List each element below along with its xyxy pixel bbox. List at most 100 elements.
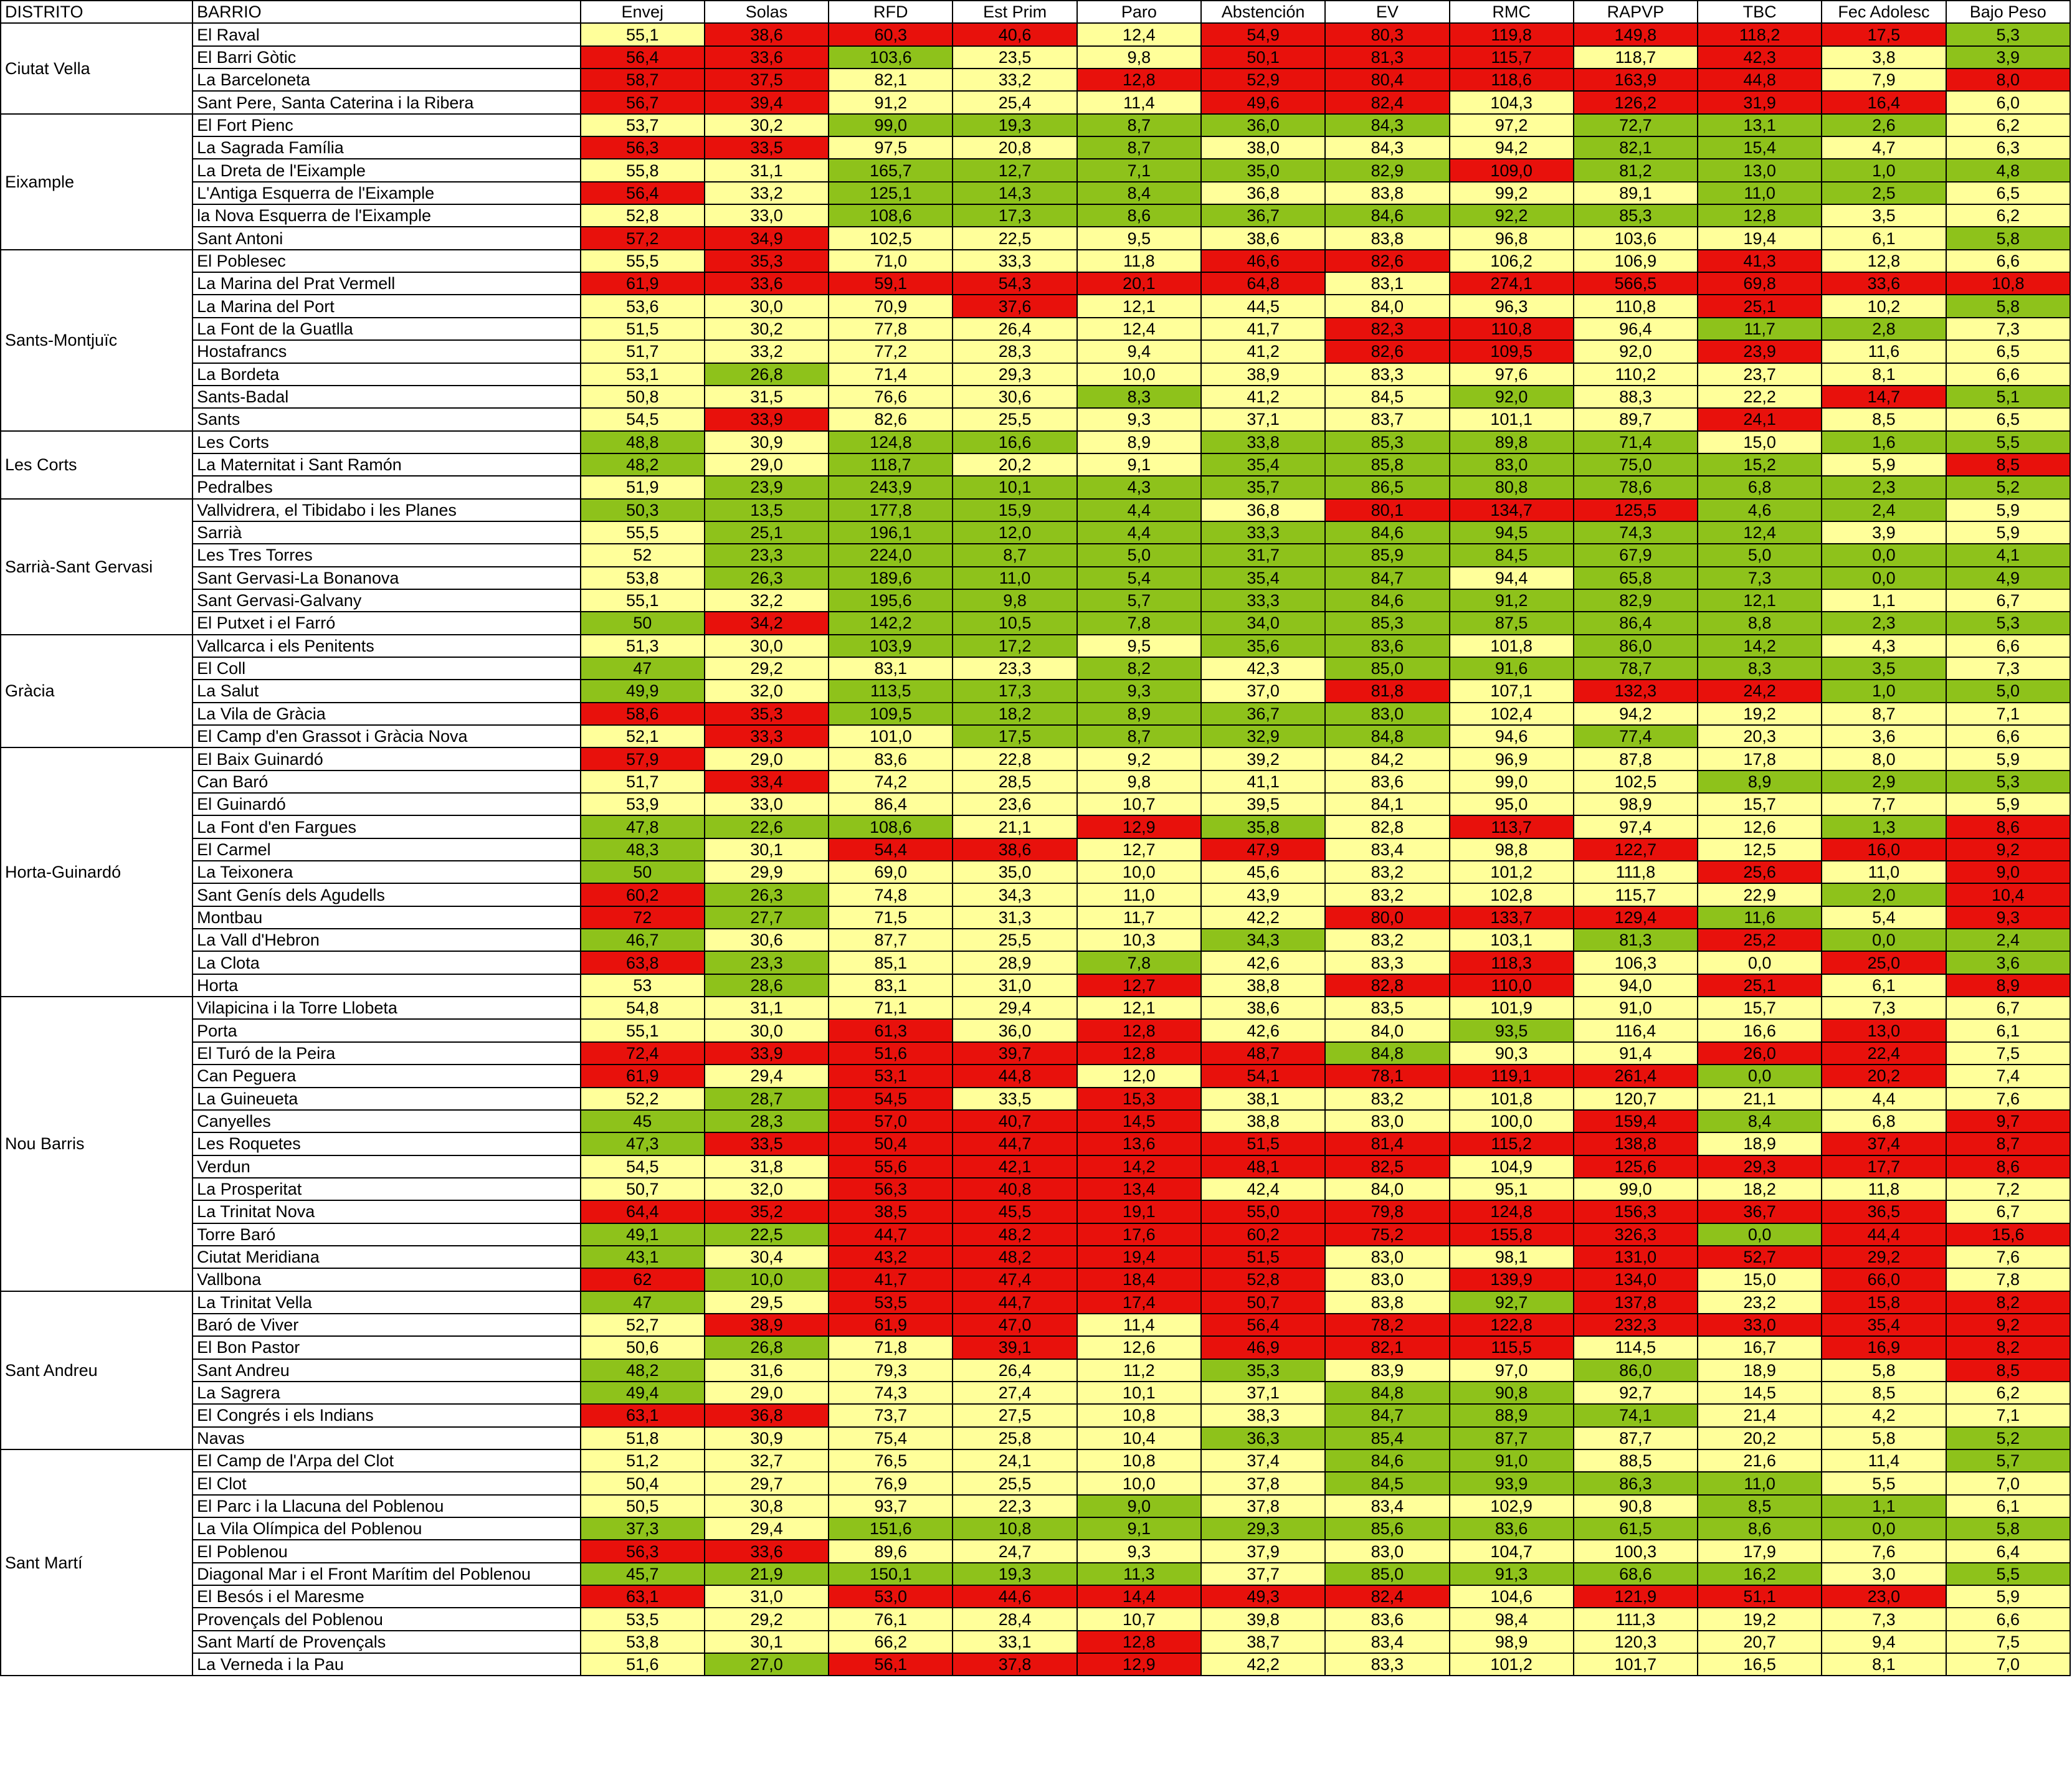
value-cell[interactable]: 129,4: [1572, 905, 1699, 930]
district-cell[interactable]: Nou Barris: [0, 996, 194, 1292]
value-cell[interactable]: 30,2: [703, 113, 830, 138]
value-cell[interactable]: 92,0: [1448, 384, 1574, 409]
value-cell[interactable]: 54,3: [952, 272, 1078, 296]
value-cell[interactable]: 29,7: [703, 1471, 830, 1496]
value-cell[interactable]: 10,4: [1076, 1426, 1202, 1451]
value-cell[interactable]: 12,4: [1076, 316, 1202, 341]
value-cell[interactable]: 2,6: [1821, 113, 1947, 138]
value-cell[interactable]: 18,9: [1697, 1132, 1823, 1156]
value-cell[interactable]: 44,5: [1200, 294, 1326, 318]
value-cell[interactable]: 38,6: [1200, 996, 1326, 1020]
value-cell[interactable]: 27,4: [952, 1380, 1078, 1405]
value-cell[interactable]: 87,7: [1448, 1426, 1574, 1451]
value-cell[interactable]: 14,7: [1821, 384, 1947, 409]
value-cell[interactable]: 86,5: [1324, 475, 1450, 500]
value-cell[interactable]: 15,9: [952, 498, 1078, 522]
value-cell[interactable]: 38,0: [1200, 136, 1326, 160]
value-cell[interactable]: 17,4: [1076, 1290, 1202, 1314]
value-cell[interactable]: 43,1: [579, 1245, 705, 1269]
value-cell[interactable]: 15,7: [1697, 996, 1823, 1020]
value-cell[interactable]: 111,3: [1572, 1607, 1699, 1631]
value-cell[interactable]: 50,7: [1200, 1290, 1326, 1314]
value-cell[interactable]: 38,6: [703, 22, 830, 47]
value-cell[interactable]: 96,3: [1448, 294, 1574, 318]
value-cell[interactable]: 39,5: [1200, 792, 1326, 817]
value-cell[interactable]: 150,1: [828, 1562, 954, 1586]
value-cell[interactable]: 26,0: [1697, 1041, 1823, 1066]
value-cell[interactable]: 3,9: [1821, 520, 1947, 545]
value-cell[interactable]: 22,5: [703, 1222, 830, 1246]
value-cell[interactable]: 34,9: [703, 226, 830, 250]
value-cell[interactable]: 83,0: [1324, 1245, 1450, 1269]
value-cell[interactable]: 32,7: [703, 1448, 830, 1473]
value-cell[interactable]: 53,6: [579, 294, 705, 318]
value-cell[interactable]: 27,5: [952, 1403, 1078, 1428]
value-cell[interactable]: 32,9: [1200, 724, 1326, 749]
value-cell[interactable]: 93,7: [828, 1494, 954, 1519]
value-cell[interactable]: 11,7: [1697, 316, 1823, 341]
value-cell[interactable]: 8,5: [1821, 407, 1947, 432]
value-cell[interactable]: 91,0: [1572, 996, 1699, 1020]
value-cell[interactable]: 41,1: [1200, 769, 1326, 794]
value-cell[interactable]: 97,2: [1448, 113, 1574, 138]
column-header-tbc[interactable]: TBC: [1697, 0, 1823, 24]
barrio-cell[interactable]: El Coll: [192, 656, 581, 681]
value-cell[interactable]: 94,5: [1448, 520, 1574, 545]
value-cell[interactable]: 12,5: [1697, 837, 1823, 862]
value-cell[interactable]: 28,7: [703, 1086, 830, 1111]
value-cell[interactable]: 67,9: [1572, 543, 1699, 567]
value-cell[interactable]: 15,8: [1821, 1290, 1947, 1314]
value-cell[interactable]: 29,0: [703, 1380, 830, 1405]
value-cell[interactable]: 31,1: [703, 996, 830, 1020]
value-cell[interactable]: 82,3: [1324, 316, 1450, 341]
value-cell[interactable]: 53: [579, 973, 705, 998]
value-cell[interactable]: 33,0: [1697, 1312, 1823, 1337]
value-cell[interactable]: 10,0: [1076, 362, 1202, 386]
value-cell[interactable]: 0,0: [1821, 566, 1947, 590]
value-cell[interactable]: 8,4: [1076, 181, 1202, 206]
value-cell[interactable]: 139,9: [1448, 1268, 1574, 1292]
value-cell[interactable]: 52,2: [579, 1086, 705, 1111]
value-cell[interactable]: 16,6: [1697, 1018, 1823, 1043]
value-cell[interactable]: 19,2: [1697, 1607, 1823, 1631]
value-cell[interactable]: 566,5: [1572, 272, 1699, 296]
value-cell[interactable]: 51,6: [579, 1653, 705, 1677]
value-cell[interactable]: 34,0: [1200, 611, 1326, 635]
value-cell[interactable]: 82,5: [1324, 1154, 1450, 1179]
value-cell[interactable]: 4,6: [1697, 498, 1823, 522]
barrio-cell[interactable]: El Fort Pienc: [192, 113, 581, 138]
value-cell[interactable]: 19,3: [952, 1562, 1078, 1586]
value-cell[interactable]: 86,4: [828, 792, 954, 817]
value-cell[interactable]: 44,4: [1821, 1222, 1947, 1246]
value-cell[interactable]: 63,1: [579, 1585, 705, 1609]
value-cell[interactable]: 70,9: [828, 294, 954, 318]
barrio-cell[interactable]: Pedralbes: [192, 475, 581, 500]
value-cell[interactable]: 12,0: [952, 520, 1078, 545]
value-cell[interactable]: 14,3: [952, 181, 1078, 206]
value-cell[interactable]: 101,7: [1572, 1653, 1699, 1677]
value-cell[interactable]: 4,4: [1076, 520, 1202, 545]
value-cell[interactable]: 109,0: [1448, 158, 1574, 183]
value-cell[interactable]: 3,8: [1821, 45, 1947, 70]
value-cell[interactable]: 11,4: [1821, 1448, 1947, 1473]
value-cell[interactable]: 84,2: [1324, 747, 1450, 771]
value-cell[interactable]: 87,8: [1572, 747, 1699, 771]
value-cell[interactable]: 33,5: [703, 136, 830, 160]
value-cell[interactable]: 10,1: [1076, 1380, 1202, 1405]
value-cell[interactable]: 51,9: [579, 475, 705, 500]
barrio-cell[interactable]: El Bon Pastor: [192, 1335, 581, 1360]
column-header-envej[interactable]: Envej: [579, 0, 705, 24]
value-cell[interactable]: 109,5: [828, 701, 954, 726]
value-cell[interactable]: 38,8: [1200, 973, 1326, 998]
value-cell[interactable]: 71,1: [828, 996, 954, 1020]
value-cell[interactable]: 8,7: [1945, 1132, 2071, 1156]
value-cell[interactable]: 83,6: [1324, 769, 1450, 794]
value-cell[interactable]: 7,6: [1945, 1086, 2071, 1111]
value-cell[interactable]: 33,4: [703, 769, 830, 794]
value-cell[interactable]: 125,1: [828, 181, 954, 206]
value-cell[interactable]: 41,2: [1200, 339, 1326, 364]
value-cell[interactable]: 44,7: [952, 1290, 1078, 1314]
value-cell[interactable]: 103,6: [828, 45, 954, 70]
value-cell[interactable]: 72: [579, 905, 705, 930]
value-cell[interactable]: 9,7: [1945, 1109, 2071, 1134]
